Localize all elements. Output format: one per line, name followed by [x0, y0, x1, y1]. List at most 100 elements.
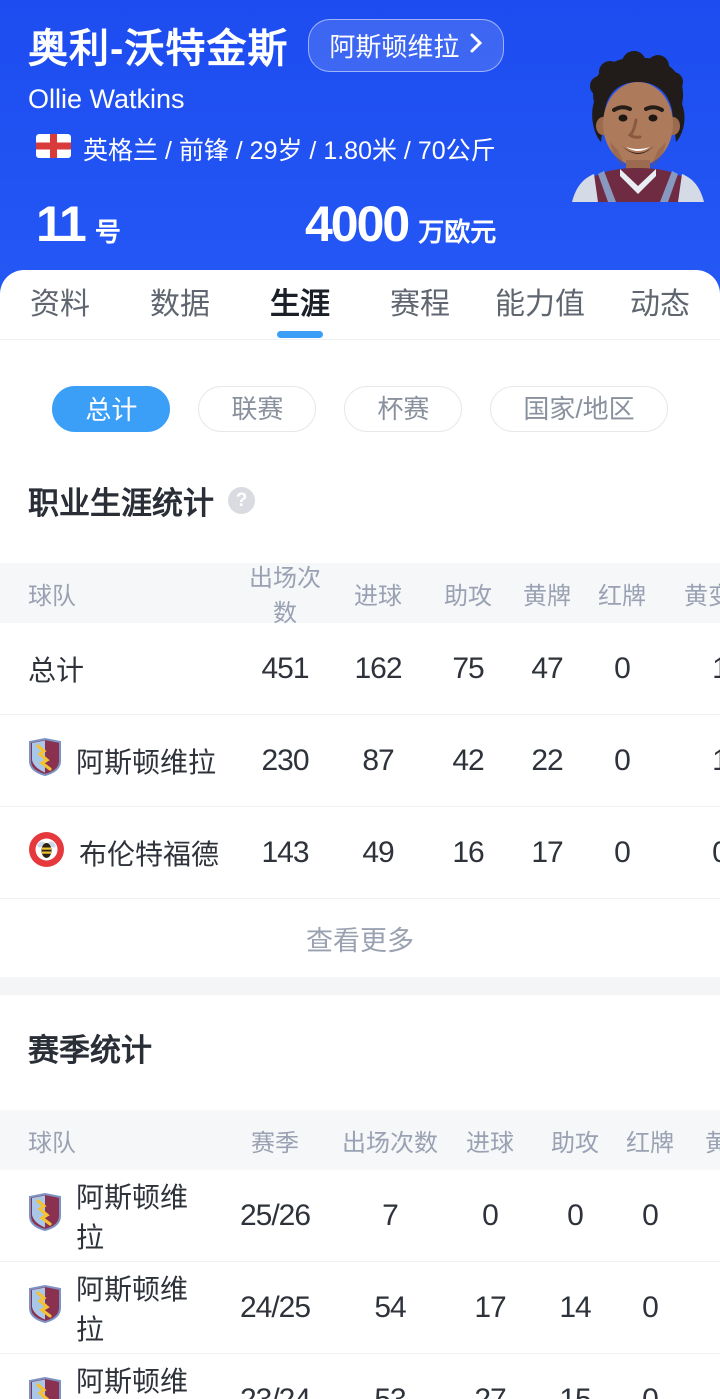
view-more-button[interactable]: 查看更多: [306, 925, 414, 956]
team-badge-label: 阿斯顿维拉: [329, 31, 460, 62]
tab-data[interactable]: 数据: [120, 276, 240, 340]
season-section-title: 赛季统计: [28, 1033, 152, 1068]
col-team: 球队: [28, 582, 76, 610]
aston-villa-crest-icon: [28, 1376, 62, 1399]
season-row-2526[interactable]: 阿斯顿维拉 25/26 7 0 0 0: [0, 1170, 720, 1262]
market-value-unit: 万欧元: [418, 217, 497, 247]
goals-value: 17: [474, 1290, 506, 1324]
col-red: 红牌: [626, 1129, 674, 1157]
team-badge-button[interactable]: 阿斯顿维拉: [308, 18, 505, 72]
tab-career-label: 生涯: [270, 287, 330, 321]
red-value: 0: [614, 743, 631, 777]
team-name: 阿斯顿维拉: [76, 1273, 189, 1345]
player-info-text: 英格兰 / 前锋 / 29岁 / 1.80米 / 70公斤: [83, 137, 496, 165]
table-row-aston-villa[interactable]: 阿斯顿维拉 230 87 42 22 0 1: [0, 715, 720, 807]
season-table-header: 球队 赛季 出场次数 进球 助攻 红牌 黄: [0, 1110, 720, 1170]
tab-news-label: 动态: [630, 287, 690, 321]
career-section-header: 职业生涯统计 ?: [0, 432, 720, 523]
table-row-brentford[interactable]: 布伦特福德 143 49 16 17 0 0: [0, 807, 720, 899]
yellow-value: 47: [531, 651, 563, 685]
col-apps: 出场次数: [249, 565, 321, 627]
market-value-number: 4000: [305, 196, 410, 252]
second-yellow-value: 1: [660, 652, 720, 686]
tab-news[interactable]: 动态: [600, 276, 720, 340]
red-value: 0: [642, 1382, 659, 1399]
career-table: 球队 出场次数 进球 助攻 黄牌 红牌 黄变 总计 451 162 75 47 …: [0, 563, 720, 977]
player-photo: [558, 50, 718, 207]
tab-career[interactable]: 生涯: [240, 276, 360, 340]
content-card: 资料 数据 生涯 赛程 能力值 动态 总计 联赛 杯赛 国家/地区 职业生涯统计…: [0, 270, 720, 1399]
goals-value: 87: [362, 743, 394, 777]
yellow-value: 22: [531, 743, 563, 777]
season-row-2324[interactable]: 阿斯顿维拉 23/24 53 27 15 0: [0, 1354, 720, 1399]
red-value: 0: [642, 1290, 659, 1324]
season-value: 24/25: [239, 1290, 311, 1324]
jersey-number: 11: [36, 196, 87, 252]
apps-value: 54: [374, 1290, 406, 1324]
filter-total[interactable]: 总计: [52, 386, 171, 432]
tab-ability[interactable]: 能力值: [480, 276, 600, 340]
season-row-2425[interactable]: 阿斯顿维拉 24/25 54 17 14 0: [0, 1262, 720, 1354]
filter-pills: 总计 联赛 杯赛 国家/地区: [0, 386, 720, 432]
season-section-header: 赛季统计: [0, 995, 720, 1070]
col-yellow: 黄: [705, 1129, 720, 1157]
col-goals: 进球: [466, 1129, 514, 1157]
team-name: 布伦特福德: [79, 838, 220, 870]
section-divider: [0, 977, 720, 995]
apps-value: 7: [382, 1198, 399, 1232]
career-table-header: 球队 出场次数 进球 助攻 黄牌 红牌 黄变: [0, 563, 720, 627]
tab-schedule-label: 赛程: [390, 287, 450, 321]
chevron-right-icon: [469, 30, 483, 61]
team-name: 阿斯顿维拉: [76, 746, 217, 778]
career-section-title: 职业生涯统计: [28, 486, 214, 521]
red-value: 0: [642, 1198, 659, 1232]
team-name: 总计: [28, 654, 85, 686]
assists-value: 42: [452, 743, 484, 777]
col-second-yellow: 黄变: [684, 582, 720, 610]
england-flag-icon: [36, 133, 71, 165]
apps-value: 53: [374, 1382, 406, 1399]
team-name: 阿斯顿维拉: [76, 1365, 189, 1397]
col-team: 球队: [28, 1129, 76, 1157]
apps-value: 143: [261, 835, 309, 869]
aston-villa-crest-icon: [28, 1192, 62, 1239]
tab-ability-label: 能力值: [495, 287, 585, 321]
goals-value: 162: [354, 651, 402, 685]
second-yellow-value: 0: [660, 836, 720, 870]
assists-value: 0: [567, 1198, 584, 1232]
tab-profile[interactable]: 资料: [0, 276, 120, 340]
help-icon[interactable]: ?: [228, 487, 255, 514]
player-name-cn: 奥利-沃特金斯: [28, 27, 289, 71]
jersey-unit: 号: [94, 217, 121, 247]
goals-value: 27: [474, 1382, 506, 1399]
col-yellow: 黄牌: [523, 582, 571, 610]
tab-data-label: 数据: [150, 287, 210, 321]
filter-league[interactable]: 联赛: [198, 386, 317, 432]
col-assists: 助攻: [551, 1129, 599, 1157]
apps-value: 230: [261, 743, 309, 777]
assists-value: 14: [559, 1290, 591, 1324]
tab-bar: 资料 数据 生涯 赛程 能力值 动态: [0, 270, 720, 340]
tab-schedule[interactable]: 赛程: [360, 276, 480, 340]
table-row-total[interactable]: 总计 451 162 75 47 0 1: [0, 623, 720, 715]
red-value: 0: [614, 651, 631, 685]
assists-value: 75: [452, 651, 484, 685]
goals-value: 49: [362, 835, 394, 869]
assists-value: 15: [559, 1382, 591, 1399]
goals-value: 0: [482, 1198, 499, 1232]
player-info-row: 英格兰 / 前锋 / 29岁 / 1.80米 / 70公斤: [0, 115, 720, 167]
player-header: 奥利-沃特金斯 阿斯顿维拉 Ollie Watkins 英格兰 / 前锋 / 2…: [0, 0, 720, 299]
col-red: 红牌: [598, 582, 646, 610]
tab-profile-label: 资料: [30, 287, 90, 321]
team-name: 阿斯顿维拉: [76, 1181, 189, 1253]
filter-cup[interactable]: 杯赛: [344, 386, 463, 432]
active-tab-underline: [277, 330, 323, 338]
brentford-crest-icon: [28, 831, 65, 875]
season-table: 球队 赛季 出场次数 进球 助攻 红牌 黄 阿斯顿维拉 25/26 7: [0, 1110, 720, 1399]
col-apps: 出场次数: [342, 1129, 438, 1157]
assists-value: 16: [452, 835, 484, 869]
filter-country[interactable]: 国家/地区: [490, 386, 668, 432]
aston-villa-crest-icon: [28, 737, 62, 784]
season-value: 25/26: [239, 1198, 311, 1232]
aston-villa-crest-icon: [28, 1284, 62, 1331]
